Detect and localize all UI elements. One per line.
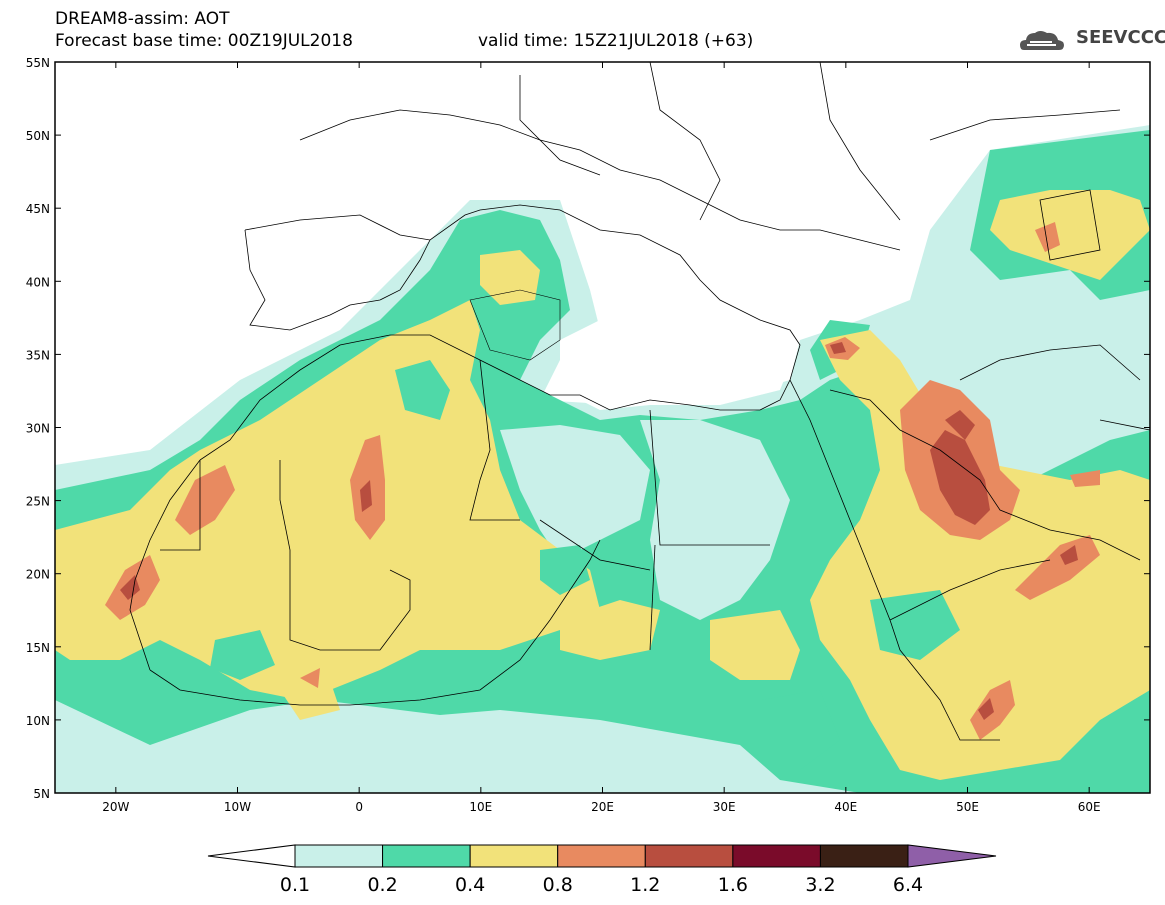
lon-tick-label: 20W [102,800,129,814]
colorbar-segment [557,844,646,868]
colorbar-label: 1.6 [717,874,748,896]
country-borders [129,62,1150,741]
lat-tick-label: 25N [26,495,50,509]
clear-area-east-med [560,290,800,410]
lat-tick-label: 35N [26,348,50,362]
lon-tick-label: 0 [355,800,363,814]
colorbar-segment [382,844,471,868]
lon-tick-label: 60E [1078,800,1101,814]
colorbar-segment [819,844,909,868]
colorbar-segment [294,844,384,868]
colorbar-under-arrow [207,844,296,868]
colorbar-segment [644,844,734,868]
colorbar-over-arrow [907,844,997,868]
lon-tick-label: 20E [591,800,614,814]
lon-tick-label: 10W [224,800,251,814]
lat-tick-label: 50N [26,129,50,143]
lat-tick-label: 30N [26,422,50,436]
colorbar-label: 6.4 [892,874,924,896]
valid-time: valid time: 15Z21JUL2018 (+63) [478,31,754,51]
lon-tick-label: 10E [469,800,492,814]
latitude-axis: 5N 10N 15N 20N 25N 30N 35N 40N 45N 50N 55N [26,56,1150,801]
colorbar-segment [469,844,559,868]
lon-tick-label: 40E [834,800,857,814]
colorbar-label: 1.2 [630,874,661,896]
colorbar-label: 0.2 [367,874,398,896]
colorbar-label: 0.1 [279,874,311,896]
forecast-base-time: Forecast base time: 00Z19JUL2018 [55,31,353,51]
colorbar [207,844,997,868]
lat-tick-label: 40N [26,275,50,289]
lat-tick-label: 10N [26,714,50,728]
colorbar-segment [732,844,821,868]
logo-text: SEEVCCC [1076,27,1165,48]
colorbar-label: 0.4 [455,874,486,896]
lat-tick-label: 55N [26,56,50,70]
colorbar-label: 0.8 [542,874,573,896]
lat-tick-label: 5N [33,787,50,801]
aot-level-0.4 [55,190,1150,780]
lat-tick-label: 15N [26,641,50,655]
title-line-1: DREAM8-assim: AOT [55,9,230,29]
colorbar-label: 3.2 [805,874,836,896]
lon-tick-label: 30E [713,800,736,814]
lat-tick-label: 20N [26,568,50,582]
longitude-axis: 20W 10W 0 10E 20E 30E 40E 50E 60E [102,62,1101,814]
cloud-icon [1020,31,1064,50]
lon-tick-label: 50E [956,800,979,814]
lat-tick-label: 45N [26,202,50,216]
